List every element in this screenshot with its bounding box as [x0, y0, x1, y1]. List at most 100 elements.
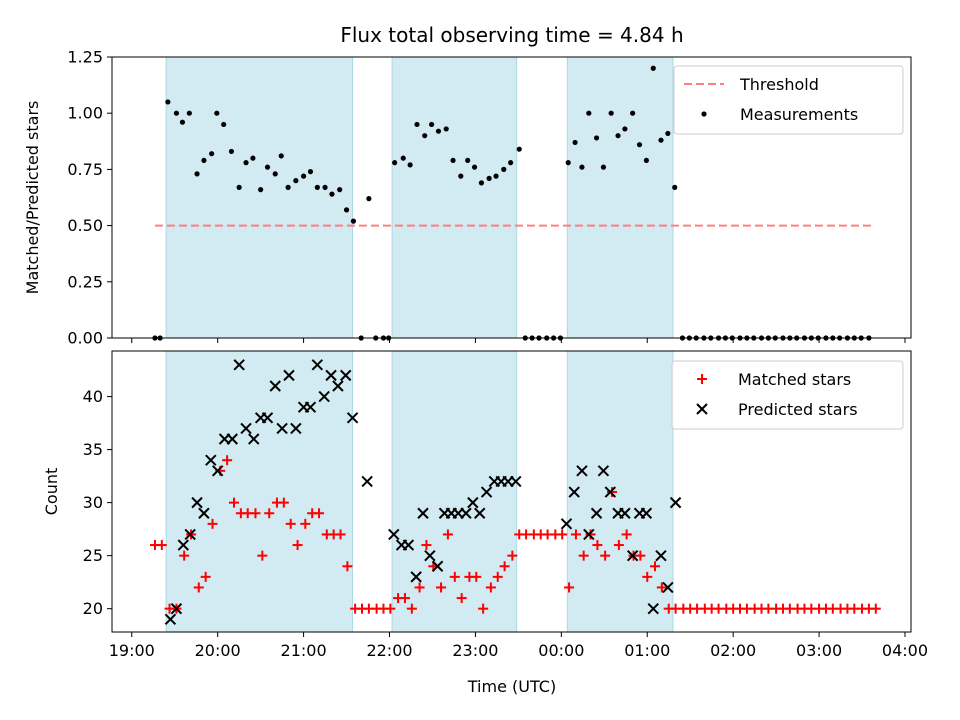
data-point — [669, 496, 682, 509]
data-point — [173, 110, 180, 116]
data-point — [278, 497, 289, 508]
data-point — [250, 155, 256, 161]
data-point — [478, 180, 485, 186]
data-point — [604, 486, 617, 498]
data-point — [655, 549, 667, 562]
data-point — [870, 603, 881, 614]
data-point — [290, 422, 302, 435]
data-point — [564, 582, 575, 593]
marker-stroke — [669, 496, 682, 509]
data-point — [642, 571, 653, 582]
data-point — [314, 508, 325, 519]
ratio-panel: 0.00 0.25 0.50 0.75 1.00 1.25 Matched/Predicte… — [23, 48, 912, 348]
data-point — [179, 550, 190, 561]
data-point — [261, 412, 274, 424]
data-point — [429, 121, 435, 128]
data-point — [570, 529, 581, 540]
y-tick-label: 0.25 — [67, 272, 103, 291]
data-point — [407, 162, 413, 168]
data-point — [499, 561, 510, 572]
data-point — [314, 184, 320, 190]
data-point — [672, 184, 678, 190]
data-point — [421, 540, 432, 551]
data-point — [205, 454, 217, 466]
marker-stroke — [402, 539, 415, 551]
data-point — [366, 196, 372, 202]
marker-stroke — [619, 507, 631, 519]
marker-stroke — [590, 507, 603, 519]
data-point — [640, 507, 653, 519]
data-point — [388, 528, 400, 541]
data-point — [662, 581, 674, 594]
data-point — [485, 582, 496, 593]
x-tick-label: 02:00 — [710, 641, 756, 660]
data-point — [226, 433, 238, 445]
marker-stroke — [597, 465, 610, 477]
data-point — [592, 540, 603, 551]
data-point — [264, 164, 271, 170]
data-point — [486, 175, 492, 181]
data-point — [293, 178, 299, 184]
y-tick-label: 35 — [83, 440, 103, 459]
observing-window — [165, 56, 354, 339]
marker-stroke — [304, 401, 317, 413]
x-tick-label: 20:00 — [195, 641, 241, 660]
data-point — [431, 560, 444, 572]
y-tick-label: 40 — [83, 387, 103, 406]
legend-item: Measurements — [701, 105, 858, 124]
legend-label: Threshold — [739, 75, 819, 94]
data-point — [576, 465, 588, 477]
data-point — [650, 65, 656, 71]
data-point — [613, 540, 624, 551]
data-point — [335, 529, 346, 540]
marker-stroke — [211, 465, 224, 477]
data-point — [343, 207, 350, 213]
x-axis-label: Time (UTC) — [467, 677, 556, 696]
y-tick-label: 20 — [83, 599, 103, 618]
data-point — [565, 160, 571, 166]
x-tick-label: 01:00 — [624, 641, 670, 660]
data-point — [465, 157, 471, 164]
data-point — [414, 582, 425, 593]
marker-stroke — [655, 549, 667, 562]
observing-window — [391, 350, 518, 633]
marker-stroke — [318, 390, 330, 403]
marker-stroke — [568, 486, 580, 498]
data-point — [209, 151, 215, 157]
data-point — [626, 549, 639, 562]
observing-window — [165, 350, 354, 633]
data-point — [492, 571, 503, 582]
data-point — [250, 508, 261, 519]
x-tick-label: 03:00 — [796, 641, 842, 660]
legend-swatch — [696, 403, 708, 415]
marker-stroke — [332, 380, 344, 392]
data-point — [350, 218, 357, 224]
data-point — [649, 561, 660, 572]
data-point — [193, 582, 204, 593]
data-point — [630, 110, 636, 116]
data-point — [337, 187, 343, 193]
marker-stroke — [261, 412, 274, 424]
x-tick-label: 19:00 — [109, 641, 155, 660]
marker-stroke — [467, 496, 479, 509]
data-point — [214, 110, 220, 116]
data-point — [516, 146, 522, 152]
data-point — [508, 160, 514, 166]
marker-stroke — [269, 380, 281, 392]
data-point — [593, 135, 600, 141]
data-point — [410, 571, 422, 583]
data-point — [458, 173, 464, 179]
data-point — [276, 422, 288, 435]
data-point — [292, 540, 303, 551]
data-point — [194, 171, 200, 177]
data-point — [233, 359, 245, 371]
data-point — [647, 602, 659, 615]
data-point — [435, 128, 442, 134]
data-point — [339, 369, 352, 382]
legend: Threshold Measurements — [673, 65, 904, 135]
data-point — [200, 571, 211, 582]
legend: Matched stars Predicted stars — [671, 360, 904, 430]
marker-stroke — [417, 507, 429, 519]
data-point — [346, 412, 359, 424]
